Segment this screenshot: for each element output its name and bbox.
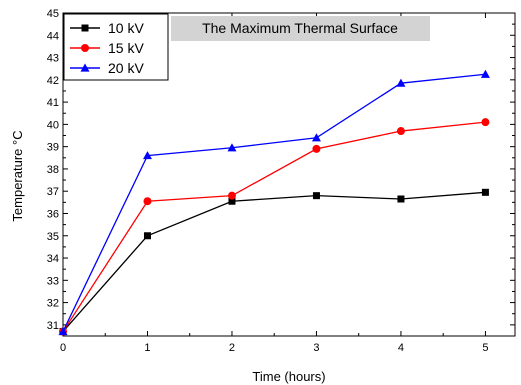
y-tick-label: 37 bbox=[47, 186, 59, 198]
legend-marker bbox=[81, 24, 89, 32]
y-tick-label: 42 bbox=[47, 75, 59, 87]
y-tick-label: 40 bbox=[47, 119, 59, 131]
y-tick-label: 38 bbox=[47, 164, 59, 176]
chart-title-box: The Maximum Thermal Surface bbox=[171, 16, 430, 41]
y-tick-label: 32 bbox=[47, 298, 59, 310]
x-tick-label: 2 bbox=[229, 342, 235, 354]
data-point bbox=[312, 192, 320, 200]
x-axis-title: Time (hours) bbox=[252, 369, 325, 384]
y-axis-title: Temperature °C bbox=[10, 130, 25, 221]
data-point bbox=[480, 69, 490, 78]
chart-title: The Maximum Thermal Surface bbox=[202, 20, 398, 36]
y-tick-label: 35 bbox=[47, 231, 59, 243]
data-point bbox=[312, 144, 321, 153]
data-point bbox=[397, 195, 405, 203]
data-point bbox=[227, 143, 237, 152]
legend-marker bbox=[81, 44, 89, 52]
title-background bbox=[171, 16, 430, 41]
data-point bbox=[143, 232, 151, 240]
legend-item: 15 kV bbox=[70, 40, 144, 56]
legend: 10 kV 15 kV 20 kV bbox=[63, 13, 169, 81]
series-10-kv bbox=[59, 188, 489, 336]
y-tick-label: 31 bbox=[47, 320, 59, 332]
y-tick-label: 44 bbox=[47, 30, 59, 42]
legend-label: 20 kV bbox=[108, 60, 144, 76]
legend-item: 10 kV bbox=[70, 20, 144, 36]
series-layer bbox=[58, 69, 490, 336]
data-point bbox=[143, 197, 152, 206]
y-tick-label: 43 bbox=[47, 53, 59, 65]
x-tick-label: 4 bbox=[398, 342, 404, 354]
data-point bbox=[228, 197, 236, 205]
data-point bbox=[142, 151, 152, 160]
data-point bbox=[481, 188, 489, 196]
y-tick-label: 33 bbox=[47, 275, 59, 287]
plot-area bbox=[62, 12, 516, 337]
y-tick-label: 34 bbox=[47, 253, 59, 265]
data-point bbox=[396, 78, 406, 87]
y-tick-label: 36 bbox=[47, 208, 59, 220]
data-point bbox=[481, 118, 490, 127]
legend-label: 10 kV bbox=[108, 20, 144, 36]
y-tick-label: 45 bbox=[47, 8, 59, 20]
y-tick-label: 41 bbox=[47, 97, 59, 109]
data-point bbox=[311, 133, 321, 142]
series-line bbox=[62, 73, 486, 332]
legend-marker bbox=[80, 63, 90, 72]
x-tick-label: 3 bbox=[313, 342, 319, 354]
legend-item: 20 kV bbox=[70, 60, 144, 76]
series-line bbox=[62, 191, 486, 332]
series-line bbox=[62, 121, 486, 332]
data-point bbox=[58, 327, 68, 336]
series-20-kv bbox=[58, 69, 490, 336]
data-point bbox=[396, 127, 405, 136]
series-15-kv bbox=[59, 118, 490, 336]
y-tick-label: 39 bbox=[47, 142, 59, 154]
x-tick-label: 5 bbox=[482, 342, 488, 354]
x-tick-label: 1 bbox=[144, 342, 150, 354]
legend-label: 15 kV bbox=[108, 40, 144, 56]
data-point bbox=[227, 191, 236, 200]
x-tick-label: 0 bbox=[60, 342, 66, 354]
